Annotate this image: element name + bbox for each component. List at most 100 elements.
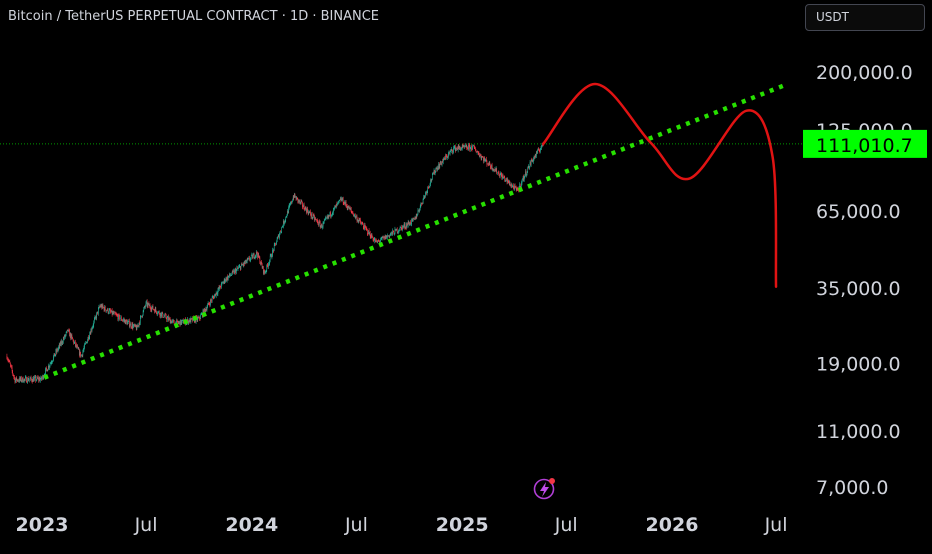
candle-body	[231, 270, 233, 275]
candle	[427, 186, 429, 194]
candle-body	[376, 240, 378, 243]
candle-body	[481, 156, 483, 159]
candle	[33, 376, 35, 382]
candle	[179, 321, 181, 327]
candle-body	[73, 342, 75, 344]
candle	[137, 324, 138, 328]
candle-body	[107, 308, 109, 313]
currency-selector-button[interactable]: USDT	[805, 4, 925, 31]
candle-body	[23, 378, 25, 382]
candle-body	[95, 316, 96, 318]
candle	[130, 321, 132, 329]
candle-body	[88, 337, 90, 340]
candle	[298, 199, 300, 205]
candle-body	[161, 313, 162, 317]
candle	[212, 295, 214, 300]
candle-body	[62, 338, 64, 343]
candle-body	[368, 230, 370, 235]
candle	[147, 302, 149, 308]
candle-body	[453, 147, 455, 149]
candle	[441, 162, 442, 166]
candle	[521, 179, 523, 186]
candle	[362, 221, 364, 226]
candle	[302, 201, 303, 209]
candle	[474, 146, 476, 150]
candle-body	[107, 308, 108, 311]
candle	[29, 379, 30, 383]
candle-body	[205, 308, 207, 312]
lightning-badge-icon[interactable]	[533, 478, 556, 500]
candle	[157, 311, 159, 315]
candle-body	[255, 255, 257, 257]
candle	[345, 199, 347, 208]
candle	[456, 147, 457, 151]
candle-body	[149, 305, 151, 308]
candle-body	[118, 314, 120, 316]
candle	[133, 323, 134, 329]
candle	[498, 171, 500, 176]
candle-body	[47, 369, 49, 372]
candle	[111, 308, 113, 317]
candle-body	[43, 376, 45, 379]
candle	[59, 343, 61, 349]
candle	[300, 199, 302, 203]
candle-body	[249, 259, 251, 261]
candle-body	[526, 171, 528, 174]
candle	[320, 225, 322, 228]
candle-body	[182, 319, 184, 321]
candle-body	[293, 197, 295, 198]
candle	[521, 181, 522, 188]
candle	[89, 331, 91, 335]
candle-body	[45, 369, 46, 376]
candle-body	[466, 145, 468, 149]
candle-body	[110, 311, 112, 313]
candle	[538, 148, 540, 154]
support-trendline[interactable]	[43, 83, 785, 380]
candle	[279, 232, 280, 240]
candle	[413, 217, 415, 219]
candle-body	[403, 224, 405, 227]
candle	[465, 144, 467, 148]
candle-body	[292, 197, 294, 201]
candle-body	[538, 149, 539, 151]
candle	[231, 270, 233, 276]
candle-body	[418, 210, 419, 211]
candle	[337, 201, 339, 206]
candle	[121, 315, 122, 322]
candle	[308, 211, 310, 214]
candle-body	[189, 318, 191, 323]
candle	[386, 235, 387, 240]
candle	[112, 311, 114, 315]
candle	[342, 197, 343, 202]
candle	[291, 200, 292, 205]
candle	[424, 195, 426, 199]
candle	[501, 173, 503, 180]
candle	[277, 233, 279, 238]
candle	[453, 145, 455, 151]
projection-curve[interactable]	[541, 82, 778, 289]
candle	[386, 235, 388, 238]
candle	[340, 197, 342, 203]
candle-body	[422, 198, 424, 204]
candle	[411, 218, 412, 227]
candle	[453, 145, 454, 154]
candle	[180, 319, 181, 326]
x-axis-tick-label: 2025	[436, 514, 489, 536]
candle	[433, 171, 434, 175]
candle-body	[463, 145, 465, 147]
candle-body	[254, 255, 256, 258]
candle	[415, 216, 416, 220]
candle-body	[449, 152, 450, 154]
candle-body	[310, 214, 312, 217]
candle	[297, 198, 299, 204]
candle-body	[128, 320, 130, 322]
candle	[525, 169, 526, 177]
candle	[74, 341, 76, 344]
candle	[383, 236, 385, 239]
candle-body	[337, 201, 339, 203]
candle	[392, 228, 393, 236]
candle-body	[393, 231, 395, 235]
candle	[384, 234, 386, 240]
